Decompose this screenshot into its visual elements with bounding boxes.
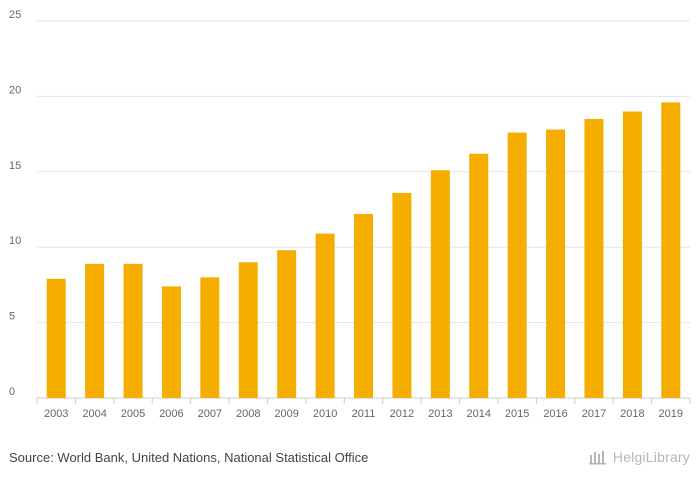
x-tick-label: 2003: [44, 408, 68, 420]
x-tick-label: 2011: [352, 408, 376, 420]
x-tick-label: 2013: [428, 408, 452, 420]
y-tick-label: 15: [9, 160, 21, 172]
x-tick-label: 2014: [466, 408, 490, 420]
y-tick-label: 10: [9, 235, 21, 247]
x-tick-label: 2015: [505, 408, 529, 420]
bar-2011[interactable]: [354, 214, 373, 398]
x-tick-label: 2016: [543, 408, 567, 420]
y-axis-ticks: 0 5 10 15 20 25: [9, 9, 21, 398]
library-icon: [588, 451, 606, 465]
x-tick-label: 2017: [582, 408, 606, 420]
bar-2004[interactable]: [85, 263, 105, 398]
x-tick-label: 2008: [236, 408, 260, 420]
bar-2014[interactable]: [469, 153, 489, 398]
bars: [46, 102, 681, 399]
x-tick-label: 2009: [274, 408, 298, 420]
x-tick-label: 2005: [121, 408, 145, 420]
y-tick-label: 25: [9, 9, 21, 21]
brand-logo[interactable]: HelgiLibrary: [588, 449, 690, 465]
bar-2006[interactable]: [161, 286, 181, 398]
y-tick-label: 5: [9, 311, 15, 323]
bar-2008[interactable]: [238, 262, 258, 398]
x-tick-label: 2010: [313, 408, 337, 420]
bar-2010[interactable]: [315, 233, 335, 398]
x-tick-label: 2012: [390, 408, 414, 420]
bar-2005[interactable]: [123, 263, 143, 398]
bar-2015[interactable]: [507, 132, 527, 399]
source-note: Source: World Bank, United Nations, Nati…: [9, 450, 369, 465]
x-tick-label: 2007: [198, 408, 222, 420]
x-tick-label: 2019: [659, 408, 683, 420]
bar-2013[interactable]: [430, 170, 450, 398]
x-tick-label: 2004: [82, 408, 106, 420]
bar-2016[interactable]: [546, 129, 566, 399]
bar-2012[interactable]: [392, 192, 412, 398]
bar-2003[interactable]: [46, 278, 66, 398]
bar-2019[interactable]: [661, 102, 681, 398]
bar-2009[interactable]: [277, 250, 297, 398]
y-tick-label: 0: [9, 386, 15, 398]
bar-2007[interactable]: [200, 277, 220, 398]
x-tick-label: 2018: [620, 408, 644, 420]
x-axis-ticks: 2003 2004 2005 2006 2007 2008 2009 2010 2011 2012…: [36, 398, 691, 420]
bar-2018[interactable]: [622, 111, 642, 398]
x-tick-label: 2006: [159, 408, 183, 420]
y-tick-label: 20: [9, 84, 21, 96]
bar-2017[interactable]: [584, 119, 604, 399]
brand-name: HelgiLibrary: [612, 449, 690, 465]
